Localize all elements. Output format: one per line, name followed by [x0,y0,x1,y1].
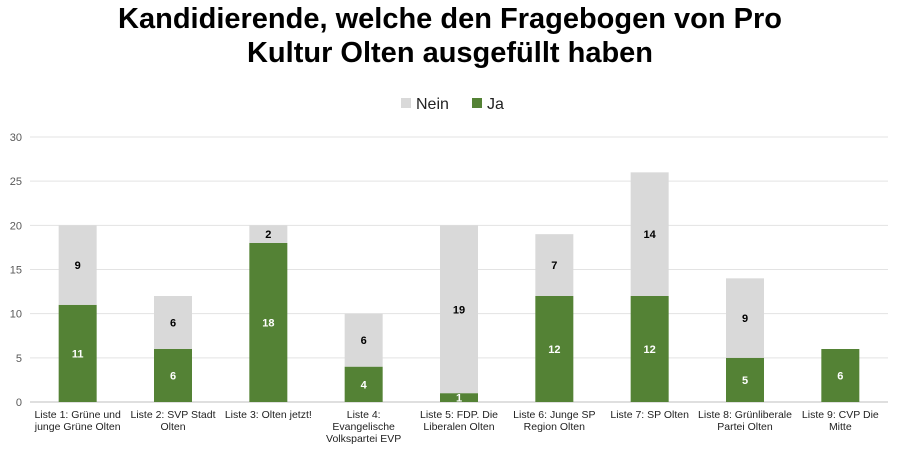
y-tick-label: 10 [10,309,22,321]
y-tick-label: 15 [10,265,22,277]
data-label: 11 [72,348,84,360]
bar-ja [821,349,860,402]
legend-label-ja: Ja [487,96,504,113]
data-label: 6 [837,371,843,383]
data-label: 2 [265,229,271,241]
data-label: 19 [453,304,465,316]
category-label: Liste 3: Olten jetzt! [225,409,312,421]
bar-ja [249,243,288,402]
bar-ja [630,296,669,402]
data-label: 1 [456,393,462,405]
y-tick-label: 25 [10,176,22,188]
data-label: 5 [742,375,748,387]
category-label: Liste 8: Grünliberale Partei Olten [698,409,792,433]
bar-nein [726,278,764,358]
bar-ja [154,349,192,402]
category-label: Liste 5: FDP. Die Liberalen Olten [420,409,498,433]
data-label: 12 [548,344,560,356]
y-tick-label: 20 [10,220,22,232]
data-label: 4 [361,379,368,391]
bar-ja [344,366,383,402]
data-label: 12 [644,344,656,356]
bar-nein [58,225,97,305]
category-label: Liste 4: Evangelische Volkspartei EVP [326,409,401,445]
bar-nein [154,296,192,349]
bar-nein [344,313,383,367]
bar-nein [249,225,288,243]
legend-swatch-nein [401,98,411,108]
bar-nein [630,172,669,296]
data-label: 14 [644,229,657,241]
chart-title: Kandidierende, welche den Fragebogen von… [118,3,782,69]
data-label: 6 [170,371,176,383]
bar-ja [726,357,764,402]
data-label: 7 [551,260,557,272]
bar-ja [535,296,574,402]
category-label: Liste 6: Junge SP Region Olten [513,409,595,433]
y-tick-label: 0 [16,397,22,409]
data-label: 9 [75,260,81,272]
data-label: 9 [742,313,748,325]
bar-nein [440,225,478,394]
bar-nein [535,234,574,296]
data-label: 6 [361,335,367,347]
y-tick-label: 30 [10,132,22,144]
category-label: Liste 9: CVP Die Mitte [802,409,879,433]
legend-swatch-ja [472,98,482,108]
data-label: 6 [170,318,176,330]
bar-ja [440,393,478,402]
category-label: Liste 2: SVP Stadt Olten [130,409,215,433]
data-label: 18 [262,318,274,330]
category-label: Liste 7: SP Olten [610,409,689,421]
legend-label-nein: Nein [416,96,449,113]
bar-ja [58,304,97,402]
category-label: Liste 1: Grüne und junge Grüne Olten [34,409,121,433]
y-tick-label: 5 [16,353,22,365]
